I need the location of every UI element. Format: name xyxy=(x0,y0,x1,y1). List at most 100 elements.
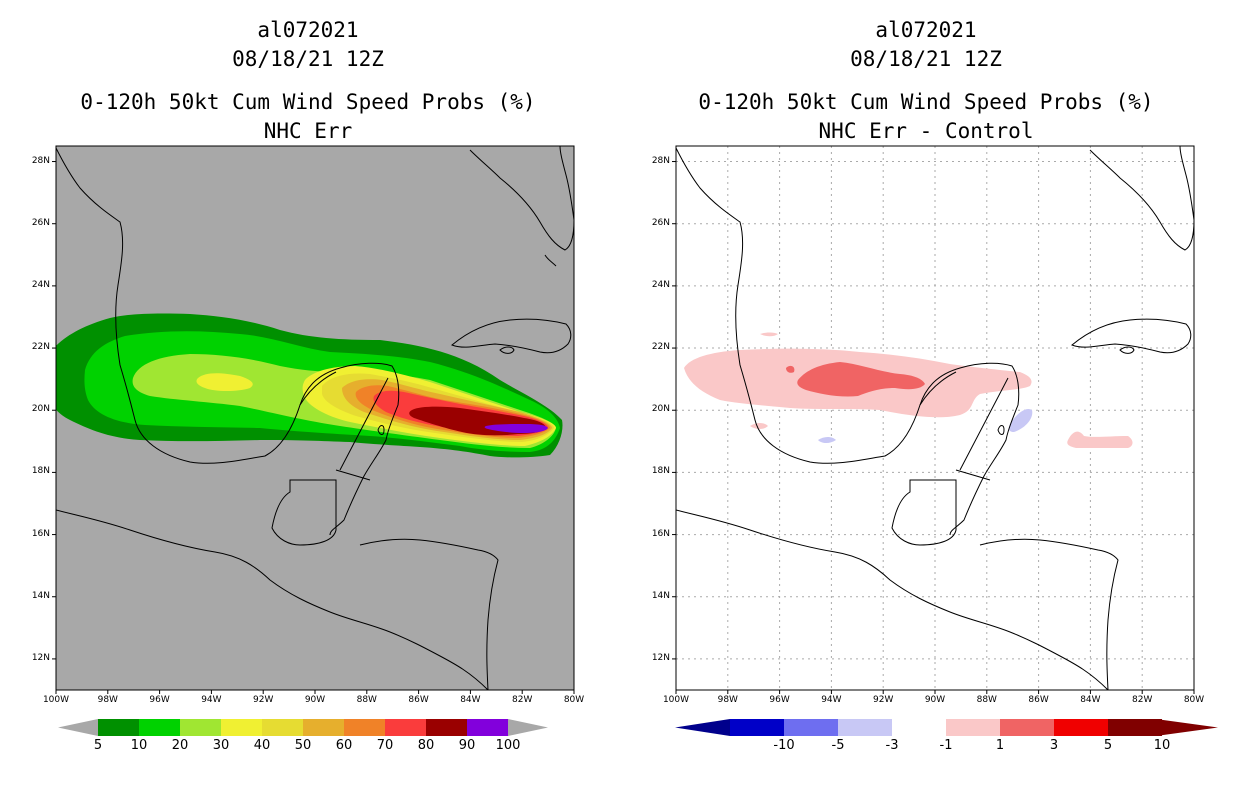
lon-label: 96W xyxy=(769,695,790,705)
lat-label: 26N xyxy=(651,217,670,228)
left-coast-florida-keys xyxy=(544,254,557,267)
colorbar-tick-label: 90 xyxy=(458,738,476,753)
colorbar-tick-label: -1 xyxy=(939,738,953,753)
right-coastlines xyxy=(676,146,1194,690)
colorbar-segment xyxy=(1000,719,1054,736)
colorbar-tick-label: 30 xyxy=(212,738,230,753)
lon-label: 86W xyxy=(1028,695,1049,705)
right-product: 0-120h 50kt Cum Wind Speed Probs (%) xyxy=(698,90,1154,114)
lon-label: 92W xyxy=(253,695,274,705)
lat-label: 12N xyxy=(651,652,670,663)
left-island-isla-juventud xyxy=(499,346,515,354)
left-coast-honduras xyxy=(359,538,499,690)
lat-label: 18N xyxy=(31,466,50,477)
right-datetime: 08/18/21 12Z xyxy=(850,47,1002,71)
right-island-cozumel xyxy=(997,425,1005,435)
left-border-yucatan xyxy=(299,371,389,481)
lon-label: 88W xyxy=(976,695,997,705)
lat-label: 12N xyxy=(31,652,50,663)
colorbar-tick-label: 3 xyxy=(1049,738,1059,753)
colorbar-tick-label: 5 xyxy=(1103,738,1113,753)
colorbar-tick-label: 100 xyxy=(495,738,521,753)
lat-label: 16N xyxy=(651,528,670,539)
lon-label: 100W xyxy=(42,695,70,705)
lat-label: 14N xyxy=(651,590,670,601)
lon-label: 80W xyxy=(563,695,585,705)
lat-label: 28N xyxy=(31,155,50,166)
lon-label: 84W xyxy=(460,695,481,705)
colorbar-segment xyxy=(98,719,139,736)
colorbar-segment xyxy=(946,719,1000,736)
colorbar-tick-label: 20 xyxy=(171,738,189,753)
colorbar-segment xyxy=(784,719,838,736)
lon-label: 98W xyxy=(97,695,118,705)
left-product: 0-120h 50kt Cum Wind Speed Probs (%) xyxy=(80,90,536,114)
left-subtitle: NHC Err xyxy=(263,119,353,143)
right-coast-pacific xyxy=(676,509,1109,690)
lat-label: 14N xyxy=(31,590,50,601)
left-colorbar xyxy=(58,719,548,736)
prob-band-90 xyxy=(484,424,548,433)
colorbar-segment xyxy=(426,719,467,736)
lat-label: 24N xyxy=(31,279,50,290)
colorbar-tick-label: 80 xyxy=(417,738,435,753)
colorbar-left-arrow xyxy=(58,719,98,736)
lat-label: 26N xyxy=(31,217,50,228)
right-difference-field xyxy=(684,332,1133,448)
colorbar-tick-label: -5 xyxy=(831,738,845,753)
left-coast-pacific xyxy=(56,509,489,690)
colorbar-tick-label: 10 xyxy=(130,738,148,753)
colorbar-tick-label: -3 xyxy=(885,738,899,753)
left-coast-florida xyxy=(469,146,574,251)
lat-label: 28N xyxy=(651,155,670,166)
left-border-guatemala xyxy=(271,479,337,546)
colorbar-segment xyxy=(892,719,946,736)
lat-label: 24N xyxy=(651,279,670,290)
colorbar-tick-label: 5 xyxy=(93,738,103,753)
left-axis-ticks xyxy=(52,161,575,694)
left-coast-cuba xyxy=(451,318,572,354)
left-storm-id: al072021 xyxy=(257,18,359,42)
right-coast-florida xyxy=(1089,146,1194,251)
colorbar-segment xyxy=(730,719,784,736)
lon-label: 92W xyxy=(873,695,894,705)
lon-label: 88W xyxy=(356,695,377,705)
right-axis-ticks xyxy=(672,161,1195,694)
lat-label: 20N xyxy=(651,404,670,415)
colorbar-segment xyxy=(385,719,426,736)
right-storm-id: al072021 xyxy=(875,18,977,42)
colorbar-segment xyxy=(180,719,221,736)
lat-label: 16N xyxy=(31,528,50,539)
left-title-block: al072021 08/18/21 12Z xyxy=(28,16,588,74)
left-product-block: 0-120h 50kt Cum Wind Speed Probs (%) NHC… xyxy=(28,88,588,146)
diff-band-1-3-b xyxy=(1067,431,1133,448)
right-coast-honduras xyxy=(979,538,1119,690)
lon-label: 86W xyxy=(408,695,429,705)
left-coast-mexico-gulf xyxy=(56,147,400,536)
lon-label: 90W xyxy=(304,695,326,705)
diff-band-3-5 xyxy=(786,362,925,397)
colorbar-right-arrow xyxy=(508,719,548,736)
lon-label: 80W xyxy=(1183,695,1205,705)
lon-label: 94W xyxy=(821,695,842,705)
lat-label: 18N xyxy=(651,466,670,477)
right-coast-mexico-gulf xyxy=(676,147,1020,536)
colorbar-segment xyxy=(303,719,344,736)
lon-label: 82W xyxy=(1132,695,1153,705)
right-border-yucatan xyxy=(919,371,1009,481)
colorbar-tick-label: 70 xyxy=(376,738,394,753)
right-colorbar xyxy=(675,719,1218,736)
colorbar-segment xyxy=(344,719,385,736)
right-island-isla-juventud xyxy=(1119,346,1135,354)
right-coast-cuba xyxy=(1071,318,1192,354)
colorbar-segment xyxy=(262,719,303,736)
left-map xyxy=(52,145,575,694)
right-product-block: 0-120h 50kt Cum Wind Speed Probs (%) NHC… xyxy=(646,88,1206,146)
colorbar-segment xyxy=(139,719,180,736)
colorbar-tick-label: -10 xyxy=(773,738,795,753)
right-subtitle: NHC Err - Control xyxy=(818,119,1034,143)
colorbar-tick-label: 50 xyxy=(294,738,312,753)
colorbar-segment xyxy=(221,719,262,736)
lat-label: 22N xyxy=(31,342,50,353)
